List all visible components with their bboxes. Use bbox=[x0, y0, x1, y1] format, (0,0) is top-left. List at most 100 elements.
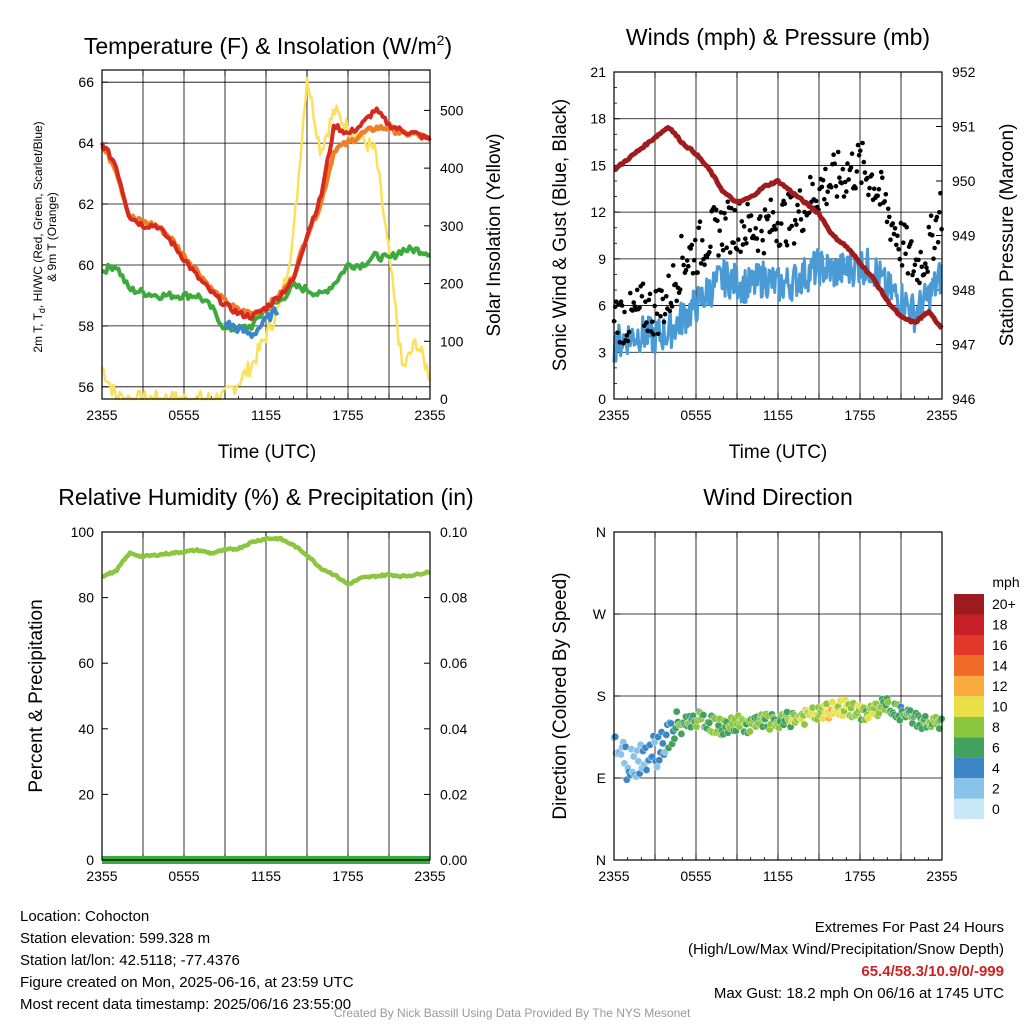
winds-xtick-label: 2355 bbox=[926, 407, 957, 423]
gust-point bbox=[824, 201, 829, 207]
direction-ytick-label: N bbox=[596, 524, 606, 540]
gust-point bbox=[653, 288, 659, 294]
gust-point bbox=[819, 184, 825, 190]
gust-point bbox=[719, 242, 725, 247]
gust-point bbox=[797, 188, 803, 193]
winds-xtick-label: 1755 bbox=[844, 407, 875, 423]
gust-point bbox=[745, 201, 750, 207]
gust-point bbox=[883, 192, 889, 197]
gust-point bbox=[823, 166, 828, 172]
gust-point bbox=[762, 207, 768, 212]
gust-point bbox=[880, 175, 885, 180]
gust-point bbox=[732, 208, 738, 213]
direction-xtick-label: 0555 bbox=[680, 868, 711, 884]
gust-point bbox=[845, 161, 850, 166]
gust-point bbox=[738, 249, 743, 255]
gust-point bbox=[839, 180, 844, 186]
gust-point bbox=[644, 320, 649, 325]
humidity-xtick-label: 1755 bbox=[332, 868, 363, 884]
colorbar-label: 18 bbox=[992, 617, 1008, 633]
gust-point bbox=[877, 202, 883, 207]
gust-point bbox=[688, 246, 693, 251]
relative-humidity-line bbox=[101, 535, 431, 587]
direction-point bbox=[670, 734, 679, 743]
direction-point bbox=[746, 727, 754, 736]
plot-layer: 2355 0555 1155 1755 235556586062646601002003… bbox=[71, 64, 1016, 884]
temperature-ytick-label: 66 bbox=[78, 74, 94, 90]
winds-y2tick-label: 947 bbox=[952, 337, 976, 353]
humidity-plot-frame bbox=[101, 531, 431, 861]
gust-point bbox=[696, 225, 702, 231]
direction-point bbox=[699, 711, 708, 719]
winds-ytick-label: 3 bbox=[598, 344, 606, 360]
direction-ytick-label: S bbox=[597, 688, 606, 704]
direction-point bbox=[611, 733, 620, 741]
gust-point bbox=[631, 300, 636, 305]
gust-point bbox=[641, 323, 647, 329]
gust-point bbox=[707, 250, 712, 255]
direction-point bbox=[705, 719, 714, 727]
gust-point bbox=[919, 264, 925, 270]
gust-point bbox=[777, 242, 783, 248]
winds-ytick-label: 15 bbox=[590, 157, 606, 173]
gust-point bbox=[928, 213, 934, 218]
gust-point bbox=[698, 261, 704, 266]
humidity-y2tick-label: 0.04 bbox=[440, 721, 467, 737]
gust-point bbox=[899, 263, 905, 268]
temperature-y2tick-label: 400 bbox=[440, 160, 464, 176]
colorbar-label: 6 bbox=[992, 739, 1000, 755]
gust-point bbox=[639, 294, 645, 299]
gust-point bbox=[766, 213, 771, 219]
temperature-ylabel-left-line1: 2m T, Td, HI/WC (Red, Green, Scarlet/Blu… bbox=[31, 121, 47, 352]
gust-point bbox=[769, 227, 775, 233]
gust-point bbox=[690, 271, 696, 276]
winds-xtick-label: 2355 bbox=[598, 407, 629, 423]
gust-point bbox=[782, 201, 788, 206]
direction-point bbox=[653, 763, 661, 771]
gust-point bbox=[681, 262, 686, 268]
gust-point bbox=[654, 311, 660, 317]
temperature-ytick-label: 56 bbox=[78, 379, 94, 395]
gust-point bbox=[840, 166, 846, 172]
gust-point bbox=[794, 222, 799, 227]
gust-point bbox=[862, 170, 868, 175]
gust-point bbox=[937, 210, 942, 215]
gust-point bbox=[701, 256, 706, 262]
gust-point bbox=[834, 194, 840, 199]
gust-point bbox=[825, 189, 830, 194]
winds-plot-frame bbox=[613, 71, 943, 400]
gust-point bbox=[634, 287, 640, 293]
gust-point bbox=[935, 239, 941, 245]
gust-point bbox=[628, 290, 633, 296]
colorbar-swatch bbox=[954, 614, 984, 635]
gust-point bbox=[828, 184, 834, 190]
gust-point bbox=[798, 217, 804, 222]
gust-point bbox=[888, 237, 893, 242]
gust-point bbox=[683, 267, 689, 273]
winds-y2tick-label: 951 bbox=[952, 119, 976, 135]
extremes-title: Extremes For Past 24 Hours bbox=[814, 919, 1004, 936]
gust-point bbox=[645, 328, 650, 334]
gust-point bbox=[773, 227, 778, 232]
winds-y2tick-label: 948 bbox=[952, 282, 976, 298]
gust-point bbox=[670, 263, 676, 268]
gust-point bbox=[905, 271, 911, 276]
gust-point bbox=[856, 153, 862, 158]
gust-point bbox=[716, 253, 721, 258]
gust-point bbox=[854, 169, 860, 174]
gust-point bbox=[924, 265, 929, 270]
direction-points bbox=[610, 694, 946, 784]
winds-y2tick-label: 946 bbox=[952, 391, 976, 407]
gust-point bbox=[896, 247, 901, 252]
temperature-title: Temperature (F) & Insolation (W/m2) bbox=[84, 32, 452, 59]
gust-point bbox=[802, 209, 807, 215]
gust-point bbox=[660, 296, 666, 302]
temperature-ytick-label: 62 bbox=[78, 196, 94, 212]
gust-point bbox=[747, 228, 753, 233]
direction-ylabel-left: Direction (Colored By Speed) bbox=[550, 572, 571, 819]
gust-point bbox=[652, 303, 657, 309]
gust-point bbox=[860, 140, 865, 146]
gust-point bbox=[720, 248, 726, 253]
direction-xtick-label: 2355 bbox=[598, 868, 629, 884]
